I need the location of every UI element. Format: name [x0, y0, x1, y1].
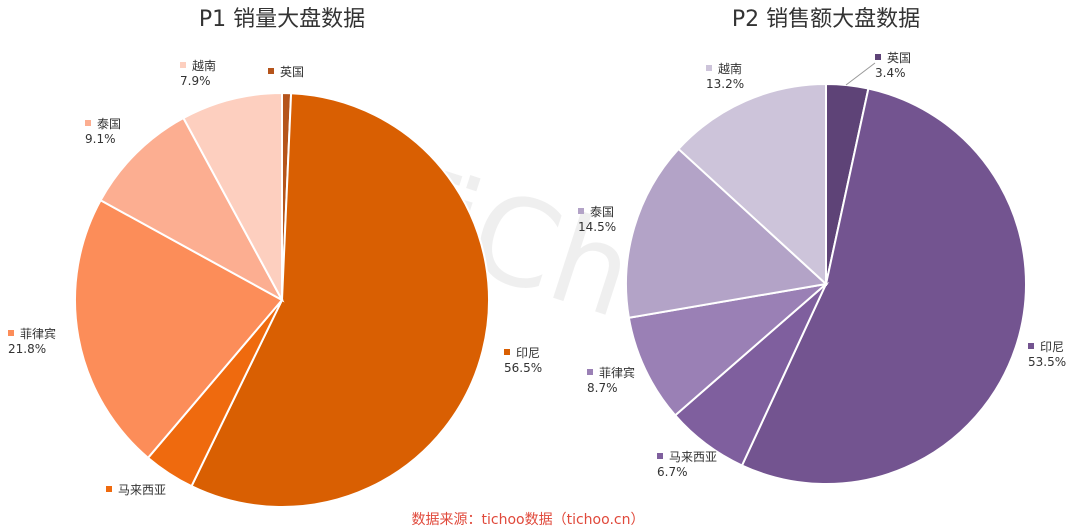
pie-slices — [624, 82, 1027, 485]
pie-slice — [74, 198, 284, 460]
slice-label: 泰国9.1% — [85, 117, 121, 146]
legend-swatch — [875, 54, 881, 60]
slice-category-label: 越南 — [192, 58, 216, 73]
slice-category-label: 泰国 — [97, 117, 121, 131]
legend-swatch — [504, 349, 510, 355]
legend-swatch — [587, 369, 593, 375]
slice-category-label: 英国 — [280, 65, 304, 79]
pie-slice — [99, 116, 285, 303]
slice-label: 越南7.9% — [180, 58, 216, 88]
legend-swatch — [578, 208, 584, 214]
slice-label: 英国3.4% — [875, 51, 911, 80]
slice-category-label: 印尼 — [1040, 340, 1064, 354]
slice-value-label: 21.8% — [8, 342, 46, 356]
slice-value-label: 7.9% — [180, 74, 211, 88]
slice-category-label: 印尼 — [516, 346, 540, 360]
legend-swatch — [85, 120, 91, 126]
legend-swatch — [657, 453, 663, 459]
slice-category-label: 泰国 — [590, 205, 614, 219]
legend-swatch — [8, 330, 14, 336]
slice-value-label: 53.5% — [1028, 355, 1066, 369]
slice-value-label: 14.5% — [578, 220, 616, 234]
legend-swatch — [1028, 343, 1034, 349]
slice-value-label: 3.4% — [875, 66, 906, 80]
legend-swatch — [180, 62, 186, 68]
data-source-note: 数据来源：tichoo数据（tichoo.cn） — [412, 512, 645, 528]
pie-slice — [677, 82, 827, 287]
slice-value-label: 56.5% — [504, 361, 542, 375]
slice-category-label: 英国 — [887, 51, 911, 65]
slice-value-label: 13.2% — [706, 77, 744, 91]
slice-category-label: 马来西亚 — [118, 483, 166, 497]
pie-slice — [182, 91, 283, 301]
pie-slice — [190, 92, 490, 508]
slice-label: 马来西亚 — [106, 483, 166, 497]
slice-value-label: 6.7% — [657, 465, 688, 479]
pie-slice — [740, 87, 1027, 485]
pie-slice — [624, 147, 829, 319]
label-leader-line — [845, 62, 876, 86]
legend-swatch — [268, 68, 274, 74]
legend-swatch — [706, 65, 712, 71]
legend-swatch — [106, 486, 112, 492]
slice-category-label: 马来西亚 — [669, 450, 717, 464]
slice-value-label: 9.1% — [85, 132, 116, 146]
slice-category-label: 菲律宾 — [20, 326, 56, 341]
slice-value-label: 8.7% — [587, 381, 618, 395]
chart-title: P1 销量大盘数据 — [199, 7, 365, 32]
slice-label: 英国 — [268, 65, 304, 79]
chart-title: P2 销售额大盘数据 — [732, 7, 920, 32]
pie-slice — [627, 282, 830, 417]
pie-slices — [74, 91, 490, 508]
slice-category-label: 菲律宾 — [599, 365, 635, 380]
slice-category-label: 越南 — [718, 61, 742, 76]
